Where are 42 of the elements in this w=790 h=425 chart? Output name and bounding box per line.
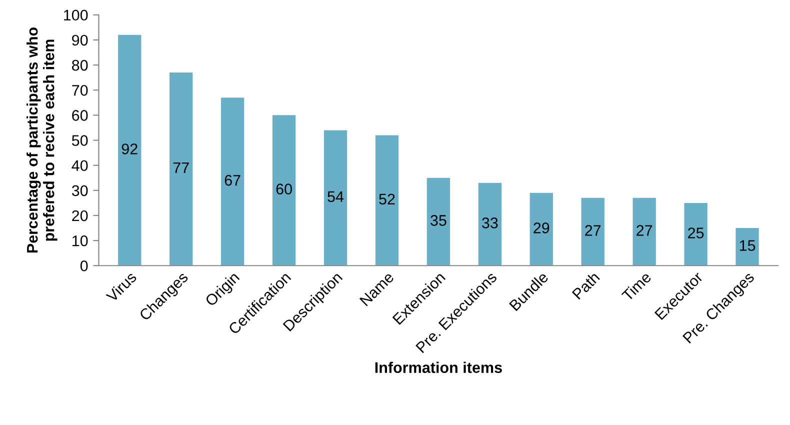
- data-label: 27: [585, 225, 601, 236]
- data-label: 52: [379, 194, 395, 205]
- x-tick-label: Path: [572, 271, 600, 300]
- bar: [324, 130, 348, 266]
- bar: [272, 115, 296, 266]
- bar: [375, 135, 399, 266]
- y-tick-label: 70: [72, 84, 88, 96]
- data-label: 60: [276, 184, 292, 194]
- bar: [220, 98, 244, 266]
- data-label: 35: [430, 215, 446, 226]
- y-tick-label: 20: [72, 210, 88, 222]
- data-label: 67: [224, 174, 240, 186]
- y-tick-label: 90: [72, 34, 88, 46]
- y-tick-label: 40: [72, 160, 88, 172]
- y-tick-label: 0: [80, 260, 88, 272]
- bar: [632, 198, 656, 266]
- bar: [581, 198, 604, 266]
- data-label: 27: [636, 225, 652, 236]
- x-axis-title: Information items: [375, 362, 502, 373]
- y-tick-label: 50: [72, 135, 88, 146]
- bar: [530, 192, 553, 266]
- y-tick-label: 60: [72, 110, 88, 121]
- data-label: 77: [173, 162, 189, 174]
- y-tick-label: 10: [72, 235, 88, 246]
- x-tick-label: Time: [620, 270, 652, 302]
- data-label: 29: [534, 222, 550, 234]
- bar: [736, 228, 759, 266]
- bar: [170, 72, 193, 266]
- bar: [426, 178, 450, 266]
- bar: [478, 182, 502, 266]
- data-label: 92: [122, 144, 138, 154]
- y-tick-label: 80: [72, 60, 88, 71]
- data-label: 25: [688, 228, 704, 238]
- y-tick-label: 100: [64, 10, 88, 21]
- data-label: 33: [482, 218, 498, 228]
- data-label: 15: [740, 240, 756, 251]
- bar: [684, 202, 708, 266]
- y-tick-label: 30: [72, 185, 88, 196]
- bar: [118, 34, 142, 266]
- y-axis-title: Percentage of participants who prefered to recive each item: [26, 28, 58, 253]
- data-label: 54: [328, 191, 344, 202]
- x-tick-label: Virus: [105, 270, 138, 303]
